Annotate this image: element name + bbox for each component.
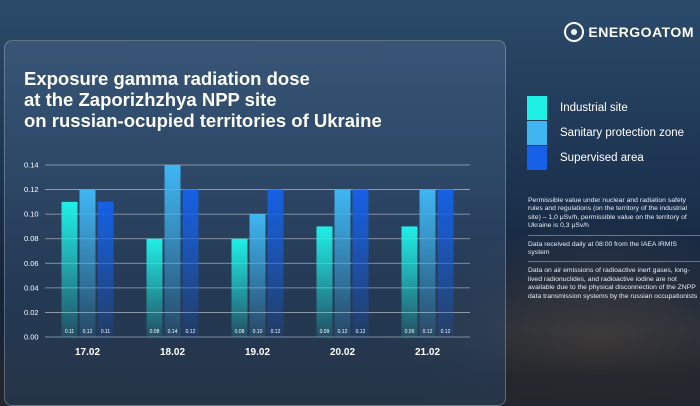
legend-label: Industrial site	[560, 102, 628, 114]
bar-value-label: 0.08	[235, 329, 245, 335]
x-tick-label: 17.02	[75, 347, 100, 358]
x-tick-label: 19.02	[245, 347, 270, 358]
bar-value-label: 0.12	[271, 329, 281, 335]
bar-industrial-site-17-02	[61, 201, 78, 337]
bar-supervised-area-21-02	[437, 189, 454, 337]
bar-value-label: 0.08	[150, 329, 160, 335]
bar-sanitary-zone-20-02	[334, 189, 351, 337]
bar-value-label: 0.12	[338, 329, 348, 335]
energoatom-logo: ENERGOATOM	[564, 22, 694, 42]
y-tick-label: 0.12	[24, 185, 39, 194]
bar-industrial-site-21-02	[401, 226, 418, 337]
bar-value-label: 0.11	[101, 329, 111, 335]
bar-value-label: 0.14	[168, 329, 178, 335]
y-tick-label: 0.08	[24, 234, 39, 243]
legend-item-industrial-site: Industrial site	[527, 96, 684, 120]
bar-sanitary-zone-21-02	[419, 189, 436, 337]
y-tick-label: 0.04	[24, 283, 39, 292]
bar-value-label: 0.09	[320, 329, 330, 335]
notes: Permissible value under nuclear and radi…	[528, 197, 700, 310]
bar-industrial-site-19-02	[231, 238, 248, 337]
atom-icon	[564, 22, 585, 42]
chart-title-line-1: Exposure gamma radiation dose	[24, 68, 310, 89]
bar-supervised-area-20-02	[352, 189, 369, 337]
bar-supervised-area-17-02	[97, 201, 114, 337]
y-tick-label: 0.02	[24, 308, 39, 317]
legend: Industrial site Sanitary protection zone…	[527, 96, 684, 171]
bar-value-label: 0.09	[405, 329, 415, 335]
bar-value-label: 0.12	[83, 329, 93, 335]
bar-value-label: 0.10	[253, 329, 263, 335]
bar-value-label: 0.12	[356, 329, 366, 335]
bar-value-label: 0.11	[65, 329, 75, 335]
bar-value-label: 0.12	[441, 329, 451, 335]
note-permissible-values: Permissible value under nuclear and radi…	[528, 197, 700, 236]
bar-sanitary-zone-17-02	[79, 189, 96, 337]
legend-label: Sanitary protection zone	[560, 127, 685, 139]
bar-value-label: 0.12	[423, 329, 433, 335]
note-data-source: Data received daily at 08:00 from the IA…	[528, 241, 700, 263]
bar-supervised-area-18-02	[182, 189, 199, 337]
legend-label: Supervised area	[560, 152, 644, 164]
x-tick-label: 18.02	[160, 347, 185, 358]
chart-title-line-3: on russian-ocupied territories of Ukrain…	[24, 110, 382, 131]
bar-supervised-area-19-02	[267, 189, 284, 337]
bar-industrial-site-18-02	[146, 238, 163, 337]
legend-swatch-sanitary-protection-zone	[527, 121, 547, 145]
bar-sanitary-zone-19-02	[249, 214, 266, 337]
legend-swatch-industrial-site	[527, 96, 547, 120]
bar-sanitary-zone-18-02	[164, 165, 181, 337]
bar-industrial-site-20-02	[316, 226, 333, 337]
legend-item-supervised-area: Supervised area	[527, 146, 684, 170]
y-tick-label: 0.14	[24, 161, 39, 170]
y-tick-label: 0.00	[24, 333, 39, 342]
bar-chart: 0.00 0.02 0.04 0.06 0.08 0.10 0.12 0.14 0.11 0.12…	[24, 161, 470, 358]
legend-swatch-supervised-area	[527, 146, 547, 170]
chart-title-line-2: at the Zaporizhzhya NPP site	[24, 89, 277, 110]
bar-value-label: 0.12	[186, 329, 196, 335]
note-emissions-unavailable: Data on air emissions of radioactive ine…	[528, 267, 698, 300]
y-tick-label: 0.06	[24, 259, 39, 268]
x-tick-label: 20.02	[330, 347, 355, 358]
brand-name: ENERGOATOM	[588, 24, 694, 40]
legend-item-sanitary-protection-zone: Sanitary protection zone	[527, 121, 684, 145]
chart-title: Exposure gamma radiation dose at the Zap…	[24, 68, 494, 131]
x-tick-label: 21.02	[415, 347, 440, 358]
y-tick-label: 0.10	[24, 210, 39, 219]
